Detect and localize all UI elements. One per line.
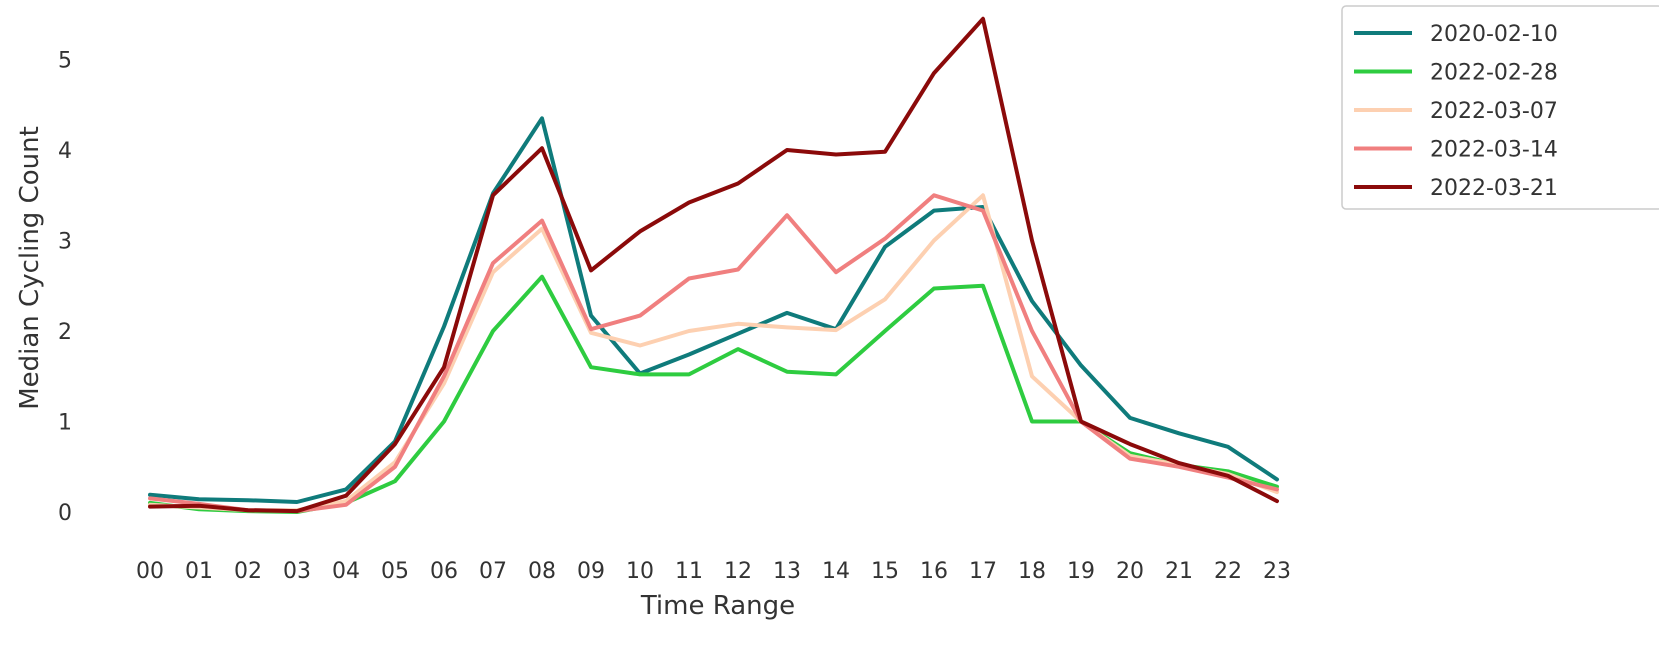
legend-label: 2022-03-21 — [1430, 176, 1558, 201]
x-tick-label: 03 — [283, 559, 311, 584]
series-line-2022-03-07 — [148, 193, 1279, 513]
series-lines — [148, 16, 1279, 514]
y-tick-label: 0 — [58, 501, 72, 526]
x-tick-label: 00 — [136, 559, 164, 584]
x-axis-ticks: 00 01 02 03 04 05 06 07 08 09 10 11 12 13 14 15 16 17 18 19… — [136, 559, 1291, 584]
x-tick-label: 10 — [626, 559, 654, 584]
x-tick-label: 17 — [969, 559, 997, 584]
x-tick-label: 18 — [1018, 559, 1046, 584]
y-tick-label: 5 — [58, 49, 72, 74]
x-tick-label: 05 — [381, 559, 409, 584]
legend-label: 2022-03-14 — [1430, 138, 1558, 163]
x-tick-label: 06 — [430, 559, 458, 584]
x-tick-label: 21 — [1165, 559, 1193, 584]
x-tick-label: 16 — [920, 559, 948, 584]
x-tick-label: 15 — [871, 559, 899, 584]
legend-label: 2020-02-10 — [1430, 22, 1558, 47]
x-axis-label: Time Range — [640, 591, 795, 621]
x-tick-label: 19 — [1067, 559, 1095, 584]
legend-items: 2020-02-10 2022-02-28 2022-03-07 2022-03-14… — [1354, 22, 1558, 201]
y-tick-label: 3 — [58, 230, 72, 255]
x-tick-label: 11 — [675, 559, 703, 584]
y-axis-ticks: 0 1 2 3 4 5 — [58, 49, 72, 527]
legend-label: 2022-02-28 — [1430, 61, 1558, 86]
y-tick-label: 4 — [58, 139, 72, 164]
x-tick-label: 14 — [822, 559, 850, 584]
x-tick-label: 09 — [577, 559, 605, 584]
series-line-2022-03-21 — [148, 16, 1279, 514]
x-tick-label: 20 — [1116, 559, 1144, 584]
x-tick-label: 13 — [773, 559, 801, 584]
x-tick-label: 22 — [1214, 559, 1242, 584]
x-tick-label: 02 — [234, 559, 262, 584]
x-tick-label: 12 — [724, 559, 752, 584]
x-tick-label: 23 — [1263, 559, 1291, 584]
y-axis-label: Median Cycling Count — [15, 126, 45, 410]
x-tick-label: 08 — [528, 559, 556, 584]
series-line-2020-02-10 — [148, 116, 1279, 504]
y-tick-label: 2 — [58, 320, 72, 345]
legend: 2020-02-10 2022-02-28 2022-03-07 2022-03-14… — [1341, 5, 1659, 210]
legend-label: 2022-03-07 — [1430, 99, 1558, 124]
x-tick-label: 07 — [479, 559, 507, 584]
x-tick-label: 01 — [185, 559, 213, 584]
series-line-2022-03-14 — [148, 193, 1279, 514]
y-tick-label: 1 — [58, 411, 72, 436]
legend-frame — [1341, 5, 1659, 210]
x-tick-label: 04 — [332, 559, 360, 584]
